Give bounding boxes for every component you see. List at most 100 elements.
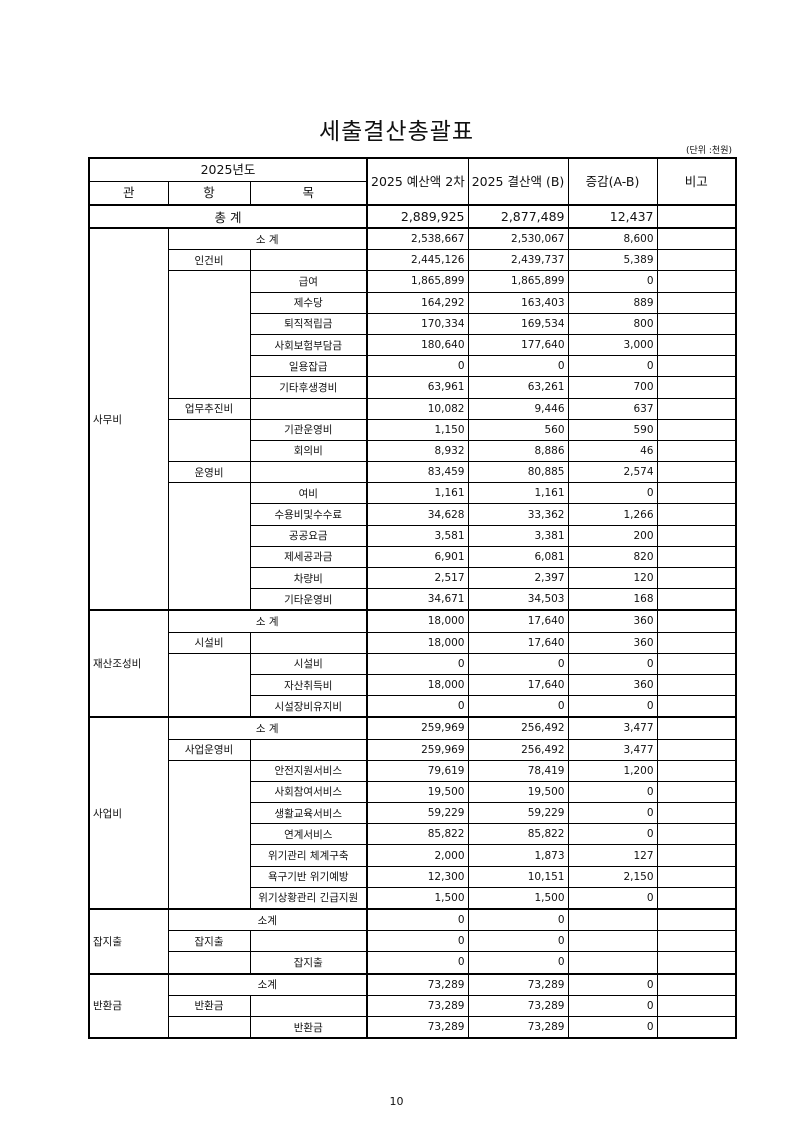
mok-label: 시설장비유지비 bbox=[249, 695, 368, 718]
budget-a: 73,289 bbox=[366, 1015, 469, 1039]
mok-label: 여비 bbox=[249, 482, 368, 505]
difference: 0 bbox=[567, 802, 658, 825]
hang-label: 잡지출 bbox=[167, 930, 251, 953]
difference: 360 bbox=[567, 673, 658, 697]
note bbox=[656, 738, 737, 761]
hang-empty bbox=[167, 1015, 251, 1039]
settlement-b: 33,362 bbox=[467, 503, 569, 526]
settlement-b: 73,289 bbox=[467, 972, 569, 996]
total-a: 2,889,925 bbox=[366, 204, 469, 229]
header-col-note: 비고 bbox=[656, 157, 737, 206]
gwan-label: 사무비 bbox=[88, 226, 169, 611]
budget-a: 85,822 bbox=[366, 823, 469, 846]
hang-label: 운영비 bbox=[167, 461, 251, 484]
note bbox=[656, 759, 737, 782]
settlement-b: 0 bbox=[467, 355, 569, 378]
difference: 0 bbox=[567, 652, 658, 675]
settlement-b: 0 bbox=[467, 908, 569, 932]
total-label: 총 계 bbox=[88, 204, 368, 229]
header-gwan: 관 bbox=[88, 181, 169, 206]
settlement-b: 78,419 bbox=[467, 759, 569, 782]
note bbox=[656, 972, 737, 996]
mok-label: 반환금 bbox=[249, 1015, 368, 1039]
mok-label: 생활교육서비스 bbox=[249, 802, 368, 825]
budget-a: 2,445,126 bbox=[366, 249, 469, 272]
difference: 820 bbox=[567, 545, 658, 569]
budget-a: 1,500 bbox=[366, 886, 469, 910]
mok-label: 기타운영비 bbox=[249, 588, 368, 611]
mok-label: 연계서비스 bbox=[249, 823, 368, 846]
mok-empty bbox=[249, 631, 368, 654]
note bbox=[656, 652, 737, 675]
hang-empty bbox=[167, 951, 251, 975]
mok-row: 자산취득비 18,000 17,640 360 bbox=[89, 673, 737, 697]
note bbox=[656, 930, 737, 953]
mok-label: 사회참여서비스 bbox=[249, 780, 368, 804]
difference: 46 bbox=[567, 439, 658, 463]
budget-a: 1,150 bbox=[366, 418, 469, 441]
settlement-b: 0 bbox=[467, 695, 569, 718]
header-row: 2025년도 2025 예산액 2차 추경(A) 2025 결산액 (B) 증감… bbox=[88, 157, 737, 206]
note bbox=[656, 418, 737, 441]
budget-a: 18,000 bbox=[366, 609, 469, 633]
mok-label: 기타후생경비 bbox=[249, 376, 368, 399]
hang-label: 시설비 bbox=[167, 631, 251, 654]
page-number: 10 bbox=[389, 1095, 404, 1108]
subtotal-label: 소 계 bbox=[167, 716, 368, 740]
difference: 0 bbox=[567, 994, 658, 1017]
difference: 0 bbox=[567, 972, 658, 996]
settlement-b: 560 bbox=[467, 418, 569, 441]
mok-label: 수용비및수수료 bbox=[249, 503, 368, 526]
note bbox=[656, 376, 737, 399]
mok-row: 사회참여서비스 19,500 19,500 0 bbox=[89, 780, 737, 804]
budget-a: 12,300 bbox=[366, 865, 469, 888]
mok-label: 욕구기반 위기예방 bbox=[249, 865, 368, 888]
mok-label: 사회보험부담금 bbox=[249, 333, 368, 357]
budget-a: 0 bbox=[366, 355, 469, 378]
total-row: 총 계 2,889,925 2,877,489 12,437 bbox=[88, 204, 737, 229]
budget-a: 1,161 bbox=[366, 482, 469, 505]
settlement-b: 169,534 bbox=[467, 312, 569, 335]
mok-label: 제수당 bbox=[249, 291, 368, 314]
budget-a: 73,289 bbox=[366, 972, 469, 996]
note bbox=[656, 227, 737, 251]
gwan-label: 재산조성비 bbox=[88, 609, 169, 718]
subtotal-label: 소 계 bbox=[167, 227, 368, 251]
note bbox=[656, 503, 737, 526]
budget-a: 0 bbox=[366, 652, 469, 675]
settlement-b: 73,289 bbox=[467, 994, 569, 1017]
budget-a: 18,000 bbox=[366, 631, 469, 654]
mok-label: 자산취득비 bbox=[249, 673, 368, 697]
settlement-b: 256,492 bbox=[467, 738, 569, 761]
hang-empty bbox=[167, 418, 251, 463]
mok-row: 급여 1,865,899 1,865,899 0 bbox=[89, 270, 737, 399]
budget-a: 10,082 bbox=[366, 397, 469, 420]
budget-a: 18,000 bbox=[366, 673, 469, 697]
gwan-label: 반환금 bbox=[88, 972, 169, 1039]
budget-a: 2,538,667 bbox=[366, 227, 469, 251]
difference: 0 bbox=[567, 886, 658, 910]
mok-label: 급여 bbox=[249, 270, 368, 293]
budget-a: 259,969 bbox=[366, 738, 469, 761]
settlement-b: 85,822 bbox=[467, 823, 569, 846]
difference: 889 bbox=[567, 291, 658, 314]
mok-label: 공공요금 bbox=[249, 524, 368, 547]
note bbox=[656, 865, 737, 888]
mok-label: 위기관리 체계구축 bbox=[249, 844, 368, 867]
budget-a: 2,000 bbox=[366, 844, 469, 867]
header-col-b: 2025 결산액 (B) bbox=[467, 157, 569, 206]
total-b: 2,877,489 bbox=[467, 204, 569, 229]
note bbox=[656, 886, 737, 910]
settlement-b: 256,492 bbox=[467, 716, 569, 740]
hang-label: 사업운영비 bbox=[167, 738, 251, 761]
mok-row: 기타후생경비 63,961 63,261 700 bbox=[89, 376, 737, 399]
budget-a: 259,969 bbox=[366, 716, 469, 740]
subtotal-label: 소계 bbox=[167, 972, 368, 996]
mok-label: 퇴직적립금 bbox=[249, 312, 368, 335]
mok-row: 수용비및수수료 34,628 33,362 1,266 bbox=[89, 503, 737, 526]
note bbox=[656, 545, 737, 569]
settlement-b: 0 bbox=[467, 652, 569, 675]
budget-a: 0 bbox=[366, 930, 469, 953]
settlement-b: 8,886 bbox=[467, 439, 569, 463]
difference: 590 bbox=[567, 418, 658, 441]
